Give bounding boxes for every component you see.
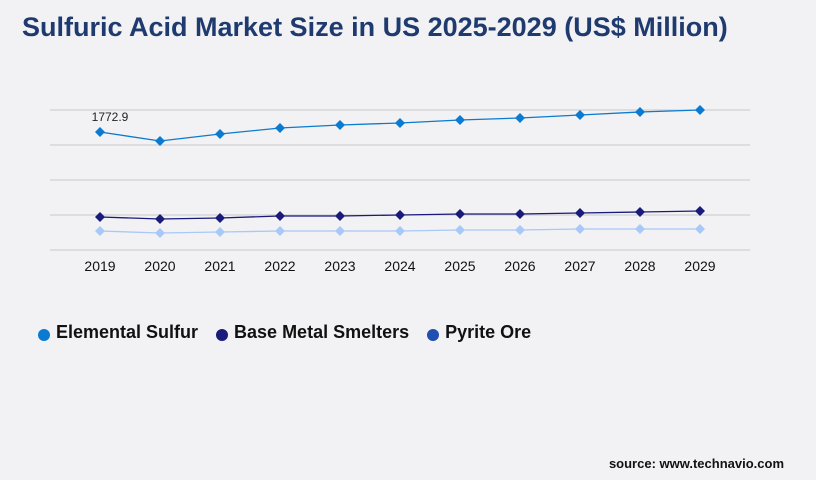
data-point [575,207,585,218]
x-tick-label: 2024 [384,258,415,274]
data-point [695,205,705,216]
x-tick-label: 2026 [504,258,535,274]
data-point [515,208,525,219]
data-point [395,209,405,220]
x-tick-label: 2029 [684,258,715,274]
data-point [95,126,105,137]
chart-title: Sulfuric Acid Market Size in US 2025-202… [22,12,728,42]
data-point [155,228,165,239]
legend-item-elemental-sulfur[interactable]: Elemental Sulfur [38,322,198,343]
x-tick-label: 2027 [564,258,595,274]
legend: Elemental Sulfur Base Metal Smelters Pyr… [38,322,531,343]
data-label: 1772.9 [92,110,129,124]
x-tick-label: 2025 [444,258,475,274]
data-point [515,225,525,236]
data-point [695,105,705,115]
data-point [455,114,465,125]
legend-label: Elemental Sulfur [56,322,199,342]
legend-label: Base Metal Smelters [234,322,410,342]
data-point [515,112,525,123]
legend-item-pyrite-ore[interactable]: Pyrite Ore [427,322,531,343]
data-point [335,119,345,130]
data-point [635,106,645,117]
legend-marker-icon [216,328,229,341]
data-point [95,211,105,222]
legend-item-base-metal-smelters[interactable]: Base Metal Smelters [216,322,409,343]
data-point [155,136,165,147]
legend-label: Pyrite Ore [445,322,532,342]
x-tick-label: 2021 [204,258,235,274]
data-point [575,109,585,120]
data-point [275,210,285,221]
data-point [455,225,465,236]
data-point [575,224,585,235]
data-point [155,213,165,224]
data-point [695,224,705,235]
data-point [335,210,345,221]
data-point [275,122,285,133]
source-note: source: www.technavio.com [608,456,784,471]
x-tick-label: 2020 [144,258,175,274]
data-point [215,129,225,140]
x-tick-label: 2019 [84,258,115,274]
x-tick-label: 2023 [324,258,355,274]
data-point [455,208,465,219]
legend-marker-icon [38,328,50,341]
x-tick-label: 2028 [624,258,655,274]
data-point [635,206,645,217]
data-point [635,224,645,235]
data-point [275,226,285,237]
data-point [95,226,105,237]
data-point [215,227,225,238]
data-point [335,226,345,237]
x-tick-label: 2022 [264,258,295,274]
data-point [215,212,225,223]
data-point [395,117,405,128]
legend-marker-icon [427,328,440,341]
data-point [395,226,405,237]
